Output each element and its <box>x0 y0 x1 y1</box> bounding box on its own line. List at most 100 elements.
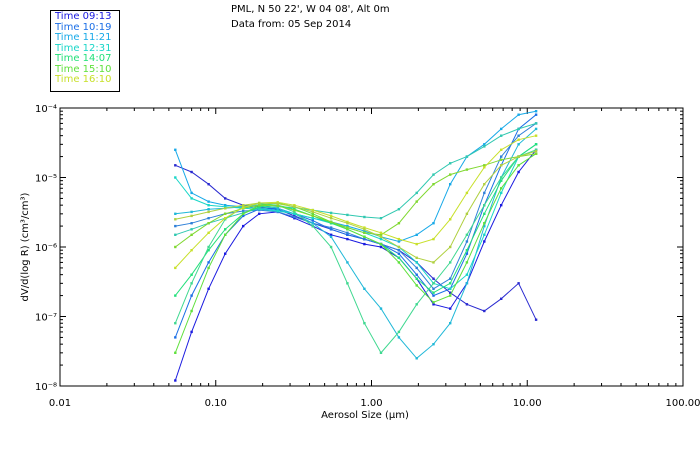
x-axis-label: Aerosol Size (µm) <box>321 410 409 421</box>
data-point <box>415 256 418 259</box>
data-point <box>174 218 177 221</box>
data-point <box>224 233 227 236</box>
data-date: Data from: 05 Sep 2014 <box>231 19 352 30</box>
data-point <box>190 330 193 334</box>
data-point <box>174 212 177 215</box>
data-point <box>500 134 503 137</box>
data-point <box>534 134 538 137</box>
data-point <box>432 261 435 264</box>
data-point <box>449 322 452 325</box>
data-point <box>276 207 279 210</box>
data-point <box>207 261 210 264</box>
data-point <box>224 205 227 208</box>
series-line <box>174 114 537 338</box>
data-point <box>174 176 177 179</box>
data-point <box>207 249 210 252</box>
data-point <box>483 183 486 186</box>
data-point <box>465 155 469 158</box>
data-point <box>346 233 349 236</box>
legend-item: Time 15:10 <box>55 63 112 75</box>
data-point <box>379 307 383 310</box>
y-tick-label: 10⁻⁷ <box>35 313 57 324</box>
data-point <box>276 209 279 213</box>
data-point <box>449 307 452 310</box>
data-point <box>190 228 193 231</box>
data-point <box>224 204 227 207</box>
data-point <box>483 240 486 243</box>
data-point <box>293 204 296 207</box>
data-point <box>258 205 261 208</box>
data-point <box>534 110 538 113</box>
data-point <box>465 212 469 215</box>
data-point <box>346 226 349 229</box>
data-point <box>329 235 333 238</box>
data-point <box>483 222 486 225</box>
data-point <box>346 231 349 234</box>
data-point <box>311 224 314 228</box>
data-point <box>174 322 177 325</box>
data-point <box>500 204 503 207</box>
data-point <box>363 229 366 233</box>
data-point <box>379 231 383 234</box>
data-point <box>415 284 418 287</box>
data-point <box>363 215 366 219</box>
data-point <box>500 176 503 179</box>
data-point <box>432 294 435 297</box>
data-point <box>190 197 193 200</box>
data-point <box>465 168 469 171</box>
data-point <box>207 217 210 220</box>
y-tick-label: 10⁻⁵ <box>35 174 57 185</box>
data-point <box>534 152 538 155</box>
data-point <box>449 173 452 176</box>
data-point <box>311 222 314 225</box>
data-point <box>174 233 177 236</box>
data-point <box>483 164 486 167</box>
data-point <box>500 187 503 190</box>
x-tick-label: 0.10 <box>205 398 227 409</box>
data-point <box>242 214 245 218</box>
data-point <box>242 209 245 213</box>
data-point <box>207 245 210 249</box>
data-point <box>311 210 314 214</box>
data-point <box>483 233 486 236</box>
data-point <box>483 143 486 146</box>
data-point <box>500 148 503 151</box>
data-point <box>397 222 401 225</box>
data-point <box>258 212 261 215</box>
series-line <box>174 149 537 354</box>
data-point <box>190 214 193 218</box>
data-point <box>174 379 177 382</box>
data-point <box>329 228 333 231</box>
data-point <box>397 261 401 264</box>
data-point <box>432 301 435 304</box>
data-point <box>449 287 452 290</box>
chart-header: PML, N 50 22', W 04 08', Alt 0m Data fro… <box>231 2 390 32</box>
data-point <box>449 291 452 294</box>
data-point <box>500 155 503 158</box>
data-point <box>517 127 520 131</box>
data-point <box>449 183 452 186</box>
data-point <box>397 245 401 249</box>
data-point <box>415 273 418 276</box>
data-point <box>379 245 383 249</box>
data-point <box>432 287 435 290</box>
data-point <box>174 148 177 151</box>
data-point <box>346 228 349 231</box>
data-point <box>174 336 177 339</box>
data-point <box>242 224 245 228</box>
series-line <box>174 143 537 296</box>
data-point <box>346 213 349 217</box>
data-point <box>207 266 210 270</box>
data-point <box>500 164 503 167</box>
data-point <box>449 282 452 285</box>
data-point <box>517 164 520 167</box>
data-point <box>207 208 210 211</box>
data-point <box>465 273 469 276</box>
data-point <box>311 217 314 220</box>
y-tick-label: 10⁻⁸ <box>35 382 57 393</box>
data-point <box>242 206 245 209</box>
data-point <box>329 217 333 220</box>
data-point <box>190 222 193 225</box>
data-point <box>190 282 193 285</box>
